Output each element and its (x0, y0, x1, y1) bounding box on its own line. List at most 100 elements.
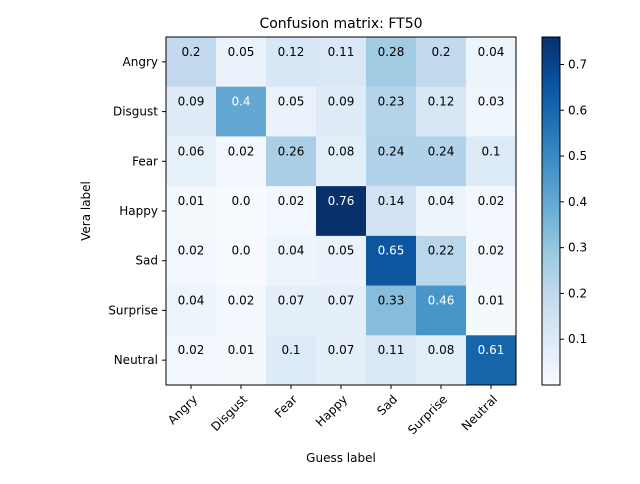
heatmap-cell-label: 0.2 (181, 45, 200, 59)
x-tick-label: Neutral (459, 392, 500, 433)
heatmap-cell-label: 0.02 (228, 144, 255, 158)
heatmap-cell (216, 285, 267, 336)
heatmap-cell (316, 235, 367, 287)
heatmap-cell-label: 0.65 (378, 244, 405, 258)
colorbar-tick-label: 0.2 (568, 286, 587, 300)
heatmap-cell (266, 86, 317, 137)
heatmap-cell-label: 0.07 (328, 293, 355, 307)
colorbar-tick-label: 0.4 (568, 195, 587, 209)
heatmap-cell (216, 186, 267, 237)
heatmap-cell-label: 0.24 (428, 144, 455, 158)
heatmap-cell (266, 235, 317, 287)
heatmap-cell (216, 86, 267, 137)
x-tick-label: Surprise (405, 392, 450, 437)
heatmap-cell (266, 37, 317, 88)
heatmap-cell-label: 0.03 (478, 95, 505, 109)
heatmap-cell-label: 0.14 (378, 194, 405, 208)
heatmap-cell (366, 235, 417, 287)
heatmap-cell-label: 0.02 (478, 194, 505, 208)
heatmap-cell (166, 136, 217, 187)
heatmap-cell (466, 86, 517, 137)
heatmap-cell-label: 0.01 (478, 293, 505, 307)
colorbar-ticks: 0.1 0.2 0.3 0.4 0.5 0.6 0.7 (560, 57, 587, 346)
heatmap-cell-label: 0.07 (328, 343, 355, 357)
heatmap-cell (416, 136, 467, 187)
x-axis-label: Guess label (306, 451, 376, 465)
heatmap-cell-labels: 0.2 0.05 0.12 0.11 0.28 0.2 0.04 0.09 0.4 0.05 0.0… (178, 45, 505, 357)
heatmap-cell (366, 285, 417, 336)
heatmap-cell (216, 335, 267, 386)
heatmap-cell-label: 0.07 (278, 293, 305, 307)
heatmap-cell-label: 0.09 (328, 95, 355, 109)
heatmap-cell-label: 0.05 (328, 244, 355, 258)
heatmap-cell (366, 136, 417, 187)
heatmap-cell-label: 0.04 (428, 194, 455, 208)
heatmap-cell (166, 285, 217, 336)
heatmap-cell (416, 285, 467, 336)
heatmap-cell-label: 0.12 (278, 45, 305, 59)
heatmap-cell-label: 0.0 (231, 194, 250, 208)
heatmap-cell (316, 136, 367, 187)
heatmap-cell-label: 0.11 (378, 343, 405, 357)
heatmap-cell (466, 136, 517, 187)
x-tick-label: Angry (165, 392, 200, 427)
y-tick-label: Sad (135, 254, 158, 268)
x-axis-ticks: Angry Disgust Fear Happy Sad Surprise Neutral (165, 385, 500, 437)
x-tick-label: Fear (272, 392, 300, 420)
heatmap-cell-label: 0.08 (328, 144, 355, 158)
heatmap-cell (416, 335, 467, 386)
heatmap-cells (166, 37, 517, 386)
x-tick-label: Sad (374, 392, 400, 418)
heatmap-cell-label: 0.28 (378, 45, 405, 59)
chart-title: Confusion matrix: FT50 (259, 16, 422, 32)
y-tick-label: Disgust (113, 105, 158, 119)
heatmap-cell (366, 186, 417, 237)
heatmap-cell (166, 37, 217, 88)
heatmap-cell (266, 285, 317, 336)
y-axis-label: Vera label (79, 181, 93, 241)
heatmap-cell (466, 37, 517, 88)
heatmap-cell-label: 0.46 (428, 293, 455, 307)
y-tick-label: Fear (132, 154, 158, 168)
heatmap-cell-label: 0.05 (228, 45, 255, 59)
heatmap-cell-label: 0.2 (431, 45, 450, 59)
heatmap-cell (216, 136, 267, 187)
heatmap-cell-label: 0.02 (228, 293, 255, 307)
colorbar-tick-label: 0.5 (568, 149, 587, 163)
heatmap-cell-label: 0.08 (428, 343, 455, 357)
heatmap-cell-label: 0.02 (178, 244, 205, 258)
colorbar-tick-label: 0.1 (568, 332, 587, 346)
heatmap-cell-label: 0.33 (378, 293, 405, 307)
heatmap-cell (266, 136, 317, 187)
heatmap-cell-label: 0.22 (428, 244, 455, 258)
heatmap-cell-label: 0.1 (481, 144, 500, 158)
heatmap-cell-label: 0.01 (228, 343, 255, 357)
heatmap-cell (316, 86, 367, 137)
heatmap-cell-label: 0.23 (378, 95, 405, 109)
heatmap-cell-label: 0.4 (231, 95, 250, 109)
heatmap-cell (216, 37, 267, 88)
heatmap-cell-label: 0.02 (478, 244, 505, 258)
heatmap-cell-label: 0.26 (278, 144, 305, 158)
heatmap-cell-label: 0.01 (178, 194, 205, 208)
heatmap-cell-label: 0.06 (178, 144, 205, 158)
heatmap-cell (266, 186, 317, 237)
heatmap-cell (316, 335, 367, 386)
heatmap-cell (466, 335, 517, 386)
y-tick-label: Angry (123, 55, 158, 69)
colorbar (541, 36, 561, 386)
heatmap-cell (366, 37, 417, 88)
x-tick-label: Happy (313, 392, 350, 429)
heatmap-cell-label: 0.04 (278, 244, 305, 258)
heatmap-cell (366, 335, 417, 386)
heatmap-cell (216, 235, 267, 287)
heatmap-cell (316, 37, 367, 88)
heatmap-cell (316, 186, 367, 237)
heatmap-cell (416, 37, 467, 88)
heatmap-cell-label: 0.61 (478, 343, 505, 357)
heatmap-cell (416, 186, 467, 237)
heatmap-cell-label: 0.02 (178, 343, 205, 357)
heatmap-cell-label: 0.09 (178, 95, 205, 109)
y-axis-ticks: Angry Disgust Fear Happy Sad Surprise Neutral (108, 55, 166, 367)
heatmap-cell (466, 285, 517, 336)
